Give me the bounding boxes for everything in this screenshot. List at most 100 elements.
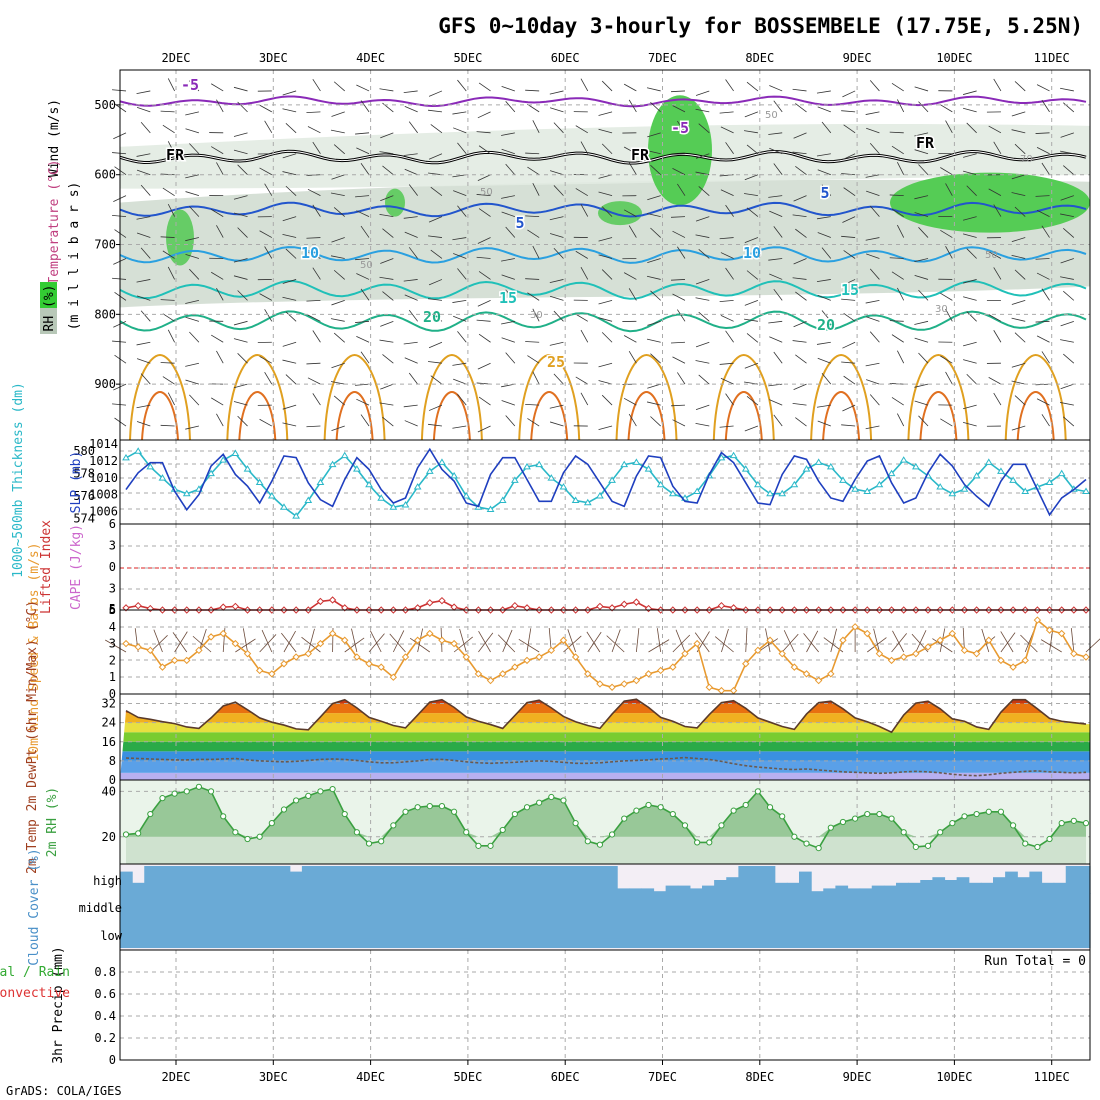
cloud-bar-low [702, 921, 715, 948]
wind10m-speed-point [450, 639, 458, 648]
wind-barb [598, 380, 613, 385]
cloud-bar-high [702, 885, 715, 894]
wind-barb [525, 89, 540, 92]
wind-barb [672, 230, 686, 238]
wind10m-barb [694, 632, 710, 653]
rh2m-line-point [681, 822, 689, 829]
wind-barb [773, 226, 783, 238]
wind-barb [598, 191, 613, 197]
isotherm-25-loop [810, 353, 873, 441]
wind-barb [333, 144, 345, 155]
top-date-label: 2DEC [162, 51, 191, 65]
wind-barb [914, 400, 929, 406]
cloud-bar-middle [156, 893, 170, 921]
wind-barb [501, 148, 515, 155]
wind-barb [842, 153, 856, 161]
wind-barb [914, 212, 929, 217]
cloud-bar-low [435, 921, 448, 948]
cloud-bar-high [1017, 877, 1030, 894]
wind-barb [889, 194, 904, 197]
wind-barb [1036, 272, 1050, 280]
wind-barb [793, 132, 807, 139]
wind10m-speed-point [669, 663, 677, 671]
wind10m-barb [242, 628, 248, 653]
rh2m-line-point [706, 839, 713, 846]
wind-barb [865, 299, 880, 304]
slp-line [125, 447, 1087, 517]
thickness-line-point [1082, 487, 1090, 495]
wind-barb [865, 111, 880, 115]
wind-barb [816, 404, 831, 408]
wind-barb [869, 205, 880, 217]
thickness-tick: 578 [73, 467, 95, 481]
rh-green-patch [385, 188, 405, 217]
wind10m-barb [867, 637, 887, 653]
wind-barb [430, 186, 443, 196]
thickness-line-point [1021, 487, 1030, 495]
rh2m-line-point [912, 843, 919, 851]
wind-barb [428, 361, 442, 364]
wind-barb [160, 236, 175, 238]
wind-barb [792, 402, 807, 406]
wind10m-tick: 4 [109, 620, 116, 634]
cape-line-point [632, 598, 641, 606]
wind-barb [306, 299, 321, 302]
cloud-level-middle: middle [79, 901, 122, 915]
wind-barb [430, 375, 443, 385]
cape-line-point [316, 597, 325, 606]
wind-barb [744, 318, 758, 322]
wind-barb [646, 275, 661, 280]
wind10m-barb [478, 631, 491, 653]
wind-barb [841, 173, 856, 176]
wind-barb [769, 336, 783, 343]
rh2m-line-point [1034, 843, 1041, 851]
wind-barb [527, 418, 540, 427]
wind10m-speed-point [523, 656, 531, 665]
isotherm-label: 20 [817, 316, 835, 334]
wind-barb [601, 143, 613, 155]
wind-barb [233, 212, 248, 217]
cloud-bar-middle [132, 893, 145, 921]
wind-barb [505, 101, 516, 113]
wind-barb [963, 170, 977, 176]
wind-barb [307, 251, 321, 259]
upper-air-legend: Wind (m/s) Temperature (°C) RH (%) (m i … [40, 99, 82, 334]
isotherm-label: 25 [547, 353, 565, 371]
wind-barb [695, 341, 710, 348]
cloud-cover-axis: high middle low [79, 874, 123, 943]
rh2m-axis-label: 2m RH (%) [45, 787, 60, 857]
isotherm-label: FR [166, 146, 185, 164]
wind-barb [285, 311, 297, 322]
temperature-band [120, 772, 1090, 780]
wind-barb [312, 141, 321, 154]
wind10m-barb [911, 633, 929, 653]
wind10m-speed-point [924, 643, 932, 651]
wind-barb [477, 237, 491, 244]
wind-barb [720, 189, 734, 197]
cloud-bar-middle [471, 893, 485, 921]
thickness-line-point [596, 492, 604, 499]
thickness-line-point [547, 474, 556, 481]
wind10m-speed-point [207, 633, 215, 641]
wind-barb [501, 86, 515, 92]
cloud-bar-low [835, 921, 849, 948]
thickness-line-point [425, 467, 434, 474]
wind-barb [136, 232, 151, 238]
wind-barb [1041, 99, 1050, 113]
wind10m-barb [745, 628, 748, 653]
thickness-line-point [693, 487, 702, 495]
cloud-bar-low [774, 921, 788, 948]
wind-barb [330, 129, 345, 134]
cape-line-point [717, 601, 726, 610]
wind10m-speed-point [413, 636, 422, 644]
wind-barb [501, 258, 515, 262]
wind-barb [379, 214, 394, 217]
wind-barb [795, 165, 807, 176]
wind-barb [1011, 174, 1026, 180]
wind-barb [963, 153, 977, 158]
pressure-tick: 900 [94, 377, 116, 391]
wind-barb [285, 374, 297, 385]
cloud-bar-low [398, 921, 412, 948]
wind-barb [452, 111, 467, 115]
wind-barb [307, 188, 321, 197]
